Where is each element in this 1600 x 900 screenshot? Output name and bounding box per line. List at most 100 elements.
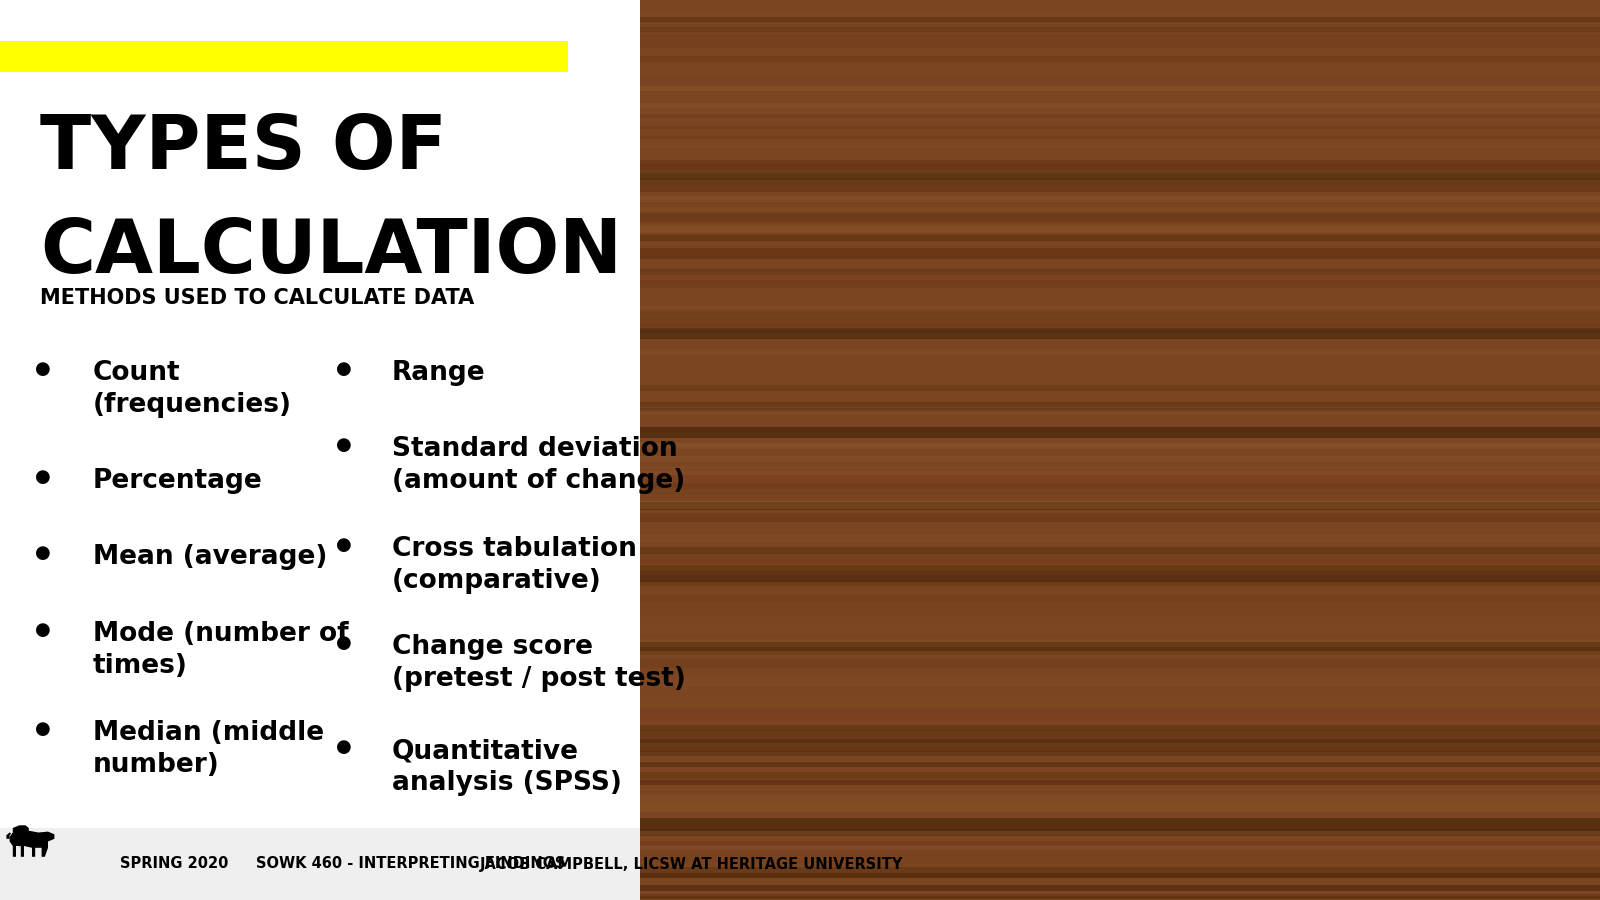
Bar (0, 40, 568, 72)
Text: Cross tabulation
(comparative): Cross tabulation (comparative) (392, 536, 637, 593)
Bar (640, 608, 1600, 617)
Bar (640, 103, 1600, 108)
Bar (640, 16, 1600, 22)
Bar (640, 444, 1600, 446)
Bar (640, 280, 1600, 288)
Bar (640, 593, 1600, 599)
Text: Median (middle
number): Median (middle number) (93, 720, 323, 778)
Bar (640, 14, 1600, 17)
Bar (640, 174, 1600, 181)
Bar (640, 602, 1600, 608)
Bar (640, 22, 1600, 27)
Bar (640, 842, 1600, 846)
Bar (640, 631, 1600, 634)
Bar (640, 850, 1600, 862)
Bar (640, 181, 1600, 192)
Bar (640, 140, 1600, 148)
Bar (640, 233, 1600, 240)
Bar (640, 894, 1600, 898)
Text: SPRING 2020: SPRING 2020 (120, 857, 229, 871)
Bar (640, 580, 1600, 586)
Bar (640, 846, 1600, 852)
Text: Standard deviation
(amount of change): Standard deviation (amount of change) (392, 436, 685, 494)
Bar (640, 328, 1600, 333)
Text: TYPES OF: TYPES OF (40, 112, 446, 185)
Bar (640, 328, 1600, 339)
Bar (640, 803, 1600, 812)
Bar (640, 22, 1600, 37)
Polygon shape (6, 832, 11, 839)
Bar (640, 580, 1600, 597)
Bar (640, 404, 1600, 409)
Bar (640, 226, 1600, 235)
Text: CALCULATION: CALCULATION (40, 216, 622, 289)
Bar (640, 114, 1600, 118)
Bar (640, 649, 1600, 655)
Bar (640, 536, 1600, 542)
Bar (640, 428, 1600, 434)
Bar (640, 572, 1600, 582)
Text: SOWK 460 - INTERPRETING FINDINGS: SOWK 460 - INTERPRETING FINDINGS (256, 857, 565, 871)
Polygon shape (10, 830, 54, 857)
Bar (640, 849, 1600, 865)
Bar (640, 739, 1600, 752)
Bar (640, 725, 1600, 738)
Bar (0, 828, 640, 900)
Bar (640, 502, 1600, 510)
Bar (640, 536, 1600, 541)
Bar (640, 818, 1600, 832)
Bar (640, 201, 1600, 205)
Bar (640, 169, 1600, 178)
Bar (640, 138, 1600, 152)
Bar (640, 483, 1600, 495)
Bar (640, 56, 1600, 62)
Bar (640, 248, 1600, 259)
Bar (640, 160, 1600, 168)
Bar (640, 643, 1600, 652)
Text: ●: ● (35, 544, 51, 562)
Bar (640, 829, 1600, 836)
Bar (640, 403, 1600, 411)
Bar (640, 164, 1600, 180)
Bar (640, 442, 1600, 449)
Bar (640, 752, 1600, 756)
Bar (640, 385, 1600, 392)
Text: Mode (number of
times): Mode (number of times) (93, 621, 349, 679)
Bar (640, 204, 1600, 213)
Bar (640, 724, 1600, 731)
Bar (640, 779, 1600, 785)
Text: ●: ● (336, 436, 352, 454)
Bar (640, 402, 1600, 410)
Bar (640, 455, 1600, 463)
Text: ●: ● (336, 536, 352, 554)
Bar (640, 639, 1600, 647)
Text: ●: ● (336, 634, 352, 652)
Bar (640, 500, 1600, 508)
Bar (640, 547, 1600, 553)
Bar (640, 483, 1600, 490)
Bar (640, 471, 1600, 475)
Bar (640, 76, 1600, 86)
Bar (640, 310, 1600, 327)
Bar (640, 565, 1600, 578)
Bar (640, 845, 1600, 853)
Bar (640, 135, 1600, 140)
Bar (640, 0, 1600, 900)
Text: Quantitative
analysis (SPSS): Quantitative analysis (SPSS) (392, 738, 622, 796)
Bar (640, 272, 1600, 284)
Bar (640, 730, 1600, 743)
Bar (640, 383, 1600, 389)
Bar (640, 315, 1600, 320)
Bar (640, 553, 1600, 564)
Bar (640, 684, 1600, 688)
Bar (640, 873, 1600, 878)
Bar (640, 185, 1600, 189)
Bar (640, 572, 1600, 574)
Bar (640, 160, 1600, 168)
Text: ●: ● (35, 720, 51, 738)
Bar (640, 772, 1600, 778)
Bar (640, 595, 1600, 602)
Bar (640, 407, 1600, 415)
Text: Count
(frequencies): Count (frequencies) (93, 360, 291, 418)
Bar (640, 513, 1600, 522)
